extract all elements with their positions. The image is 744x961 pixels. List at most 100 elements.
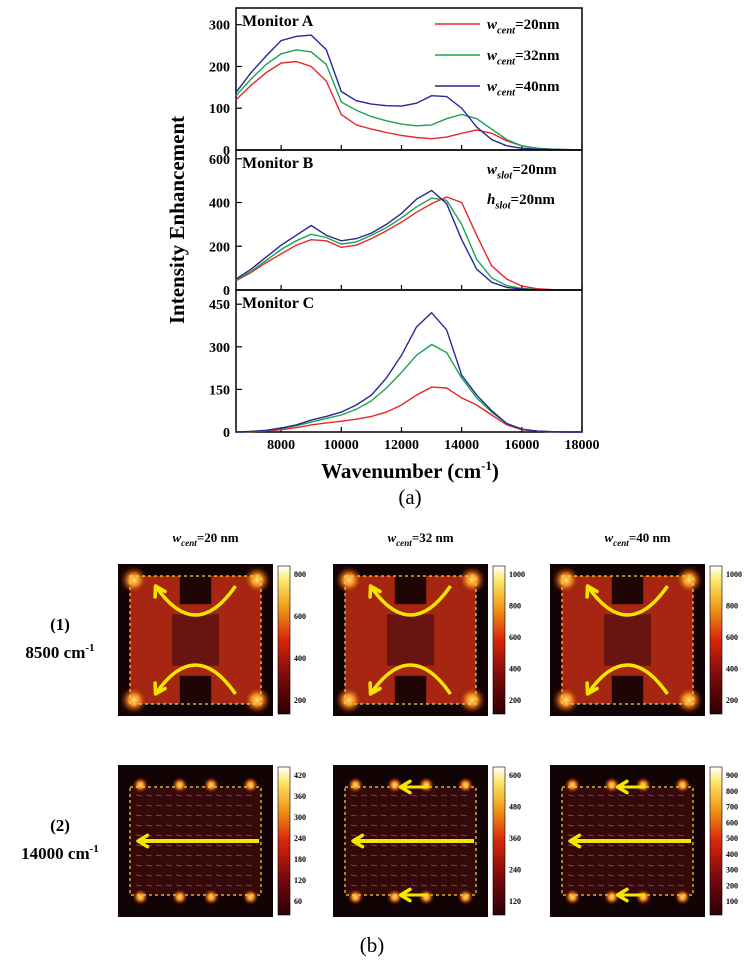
- colorbar-tick: 240: [509, 866, 521, 875]
- notch: [395, 676, 426, 704]
- colorbar-tick: 480: [509, 803, 521, 812]
- legend-entry-1: wcent=20nm: [487, 17, 560, 37]
- column-header-2: wcent=32 nm: [387, 530, 453, 548]
- hotspot: [347, 777, 363, 793]
- panel-label: Monitor A: [242, 13, 314, 30]
- field-map-r1-c3: 1000800600400200: [550, 564, 742, 716]
- colorbar-tick: 200: [294, 696, 306, 705]
- y-tick-label: 200: [209, 240, 230, 255]
- x-tick-label: 18000: [565, 438, 600, 453]
- colorbar-tick: 100: [726, 897, 738, 906]
- chart-panel-3: 0 150 300 450 Monitor C: [209, 290, 582, 441]
- colorbar-tick: 240: [294, 834, 306, 843]
- field-map-r2-c2: 600480360240120: [333, 765, 521, 917]
- colorbar-tick: 400: [509, 665, 521, 674]
- legend-entry-2: wcent=32nm: [487, 48, 560, 68]
- hotspot: [243, 686, 271, 714]
- hotspot: [552, 566, 580, 594]
- colorbar: [710, 566, 722, 714]
- colorbar: [493, 566, 505, 714]
- colorbar-tick: 600: [726, 818, 738, 827]
- colorbar-tick: 120: [294, 876, 306, 885]
- hotspot: [335, 686, 363, 714]
- colorbar-tick: 300: [726, 866, 738, 875]
- colorbar-tick: 1000: [726, 570, 742, 579]
- hotspot: [418, 889, 434, 905]
- notch: [180, 676, 211, 704]
- y-tick-label: 150: [209, 383, 230, 398]
- row-value-2: 14000 cm-1: [21, 843, 99, 863]
- x-tick-label: 16000: [504, 438, 539, 453]
- colorbar-tick: 800: [726, 602, 738, 611]
- hotspot: [243, 777, 259, 793]
- colorbar-tick: 300: [294, 813, 306, 822]
- hotspot: [172, 889, 188, 905]
- slot-label-1: wslot=20nm: [487, 162, 557, 182]
- hotspot: [635, 777, 651, 793]
- column-header-1: wcent=20 nm: [172, 530, 238, 548]
- colorbar-tick: 800: [726, 787, 738, 796]
- hotspot: [335, 566, 363, 594]
- center-gap: [387, 614, 434, 665]
- hotspot: [675, 889, 691, 905]
- field-map-r1-c2: 1000800600400200: [333, 564, 525, 716]
- hotspot: [635, 889, 651, 905]
- colorbar: [493, 767, 505, 915]
- series-line-3: [236, 313, 582, 432]
- hotspot: [604, 777, 620, 793]
- x-tick-label: 10000: [324, 438, 359, 453]
- colorbar-tick: 700: [726, 803, 738, 812]
- hotspot: [458, 686, 486, 714]
- y-tick-label: 0: [223, 426, 230, 441]
- colorbar-tick: 900: [726, 771, 738, 780]
- hotspot: [604, 889, 620, 905]
- center-gap: [604, 614, 651, 665]
- colorbar-tick: 200: [509, 696, 521, 705]
- series-line-1: [236, 62, 582, 151]
- hotspot: [564, 777, 580, 793]
- hotspot: [552, 686, 580, 714]
- colorbar-tick: 180: [294, 855, 306, 864]
- field-map-r2-c1: 42036030024018012060: [118, 765, 306, 917]
- y-axis-label: Intensity Enhancement: [165, 116, 189, 324]
- hotspot: [675, 777, 691, 793]
- y-tick-label: 300: [209, 341, 230, 356]
- panel-label: Monitor C: [242, 295, 314, 312]
- series-line-2: [236, 50, 582, 150]
- center-gap: [172, 614, 219, 665]
- column-header-3: wcent=40 nm: [604, 530, 670, 548]
- x-tick-label: 14000: [444, 438, 479, 453]
- colorbar-tick: 400: [726, 850, 738, 859]
- hotspot: [387, 889, 403, 905]
- hotspot: [120, 686, 148, 714]
- hotspot: [120, 566, 148, 594]
- hotspot: [675, 566, 703, 594]
- hotspot: [564, 889, 580, 905]
- hotspot: [458, 889, 474, 905]
- y-tick-label: 200: [209, 60, 230, 75]
- colorbar-tick: 1000: [509, 570, 525, 579]
- colorbar-tick: 360: [294, 792, 306, 801]
- hotspot: [458, 777, 474, 793]
- series-line-2: [236, 345, 582, 433]
- legend-entry-3: wcent=40nm: [487, 79, 560, 99]
- colorbar-tick: 400: [726, 665, 738, 674]
- colorbar-tick: 800: [509, 602, 521, 611]
- y-tick-label: 450: [209, 298, 230, 313]
- x-tick-label: 8000: [267, 438, 295, 453]
- hotspot: [243, 889, 259, 905]
- colorbar-tick: 500: [726, 834, 738, 843]
- y-tick-label: 100: [209, 102, 230, 117]
- colorbar-tick: 200: [726, 881, 738, 890]
- colorbar: [278, 566, 290, 714]
- hotspot: [132, 889, 148, 905]
- y-tick-label: 0: [223, 284, 230, 299]
- panel-label: Monitor B: [242, 155, 314, 172]
- slot-label-2: hslot=20nm: [487, 192, 555, 212]
- colorbar-tick: 60: [294, 897, 302, 906]
- hotspot: [458, 566, 486, 594]
- colorbar: [278, 767, 290, 915]
- row-index-1: (1): [50, 615, 70, 634]
- notch: [180, 576, 211, 604]
- colorbar: [710, 767, 722, 915]
